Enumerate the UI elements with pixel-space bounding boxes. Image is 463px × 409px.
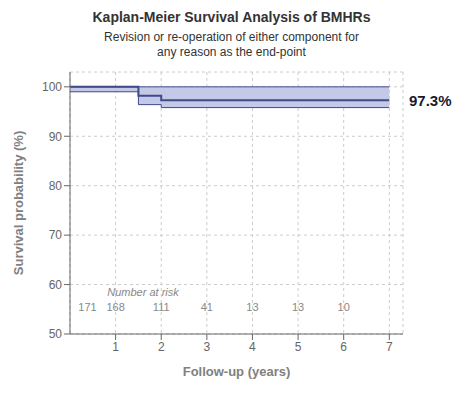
svg-text:Survival probability (%): Survival probability (%) — [11, 131, 26, 275]
svg-text:41: 41 — [201, 301, 213, 313]
svg-text:168: 168 — [106, 301, 124, 313]
svg-text:100: 100 — [42, 80, 62, 94]
svg-text:Follow-up (years): Follow-up (years) — [183, 364, 291, 379]
html-text:Kaplan-Meier Survival Analysis: Kaplan-Meier Survival Analysis of BMHRs — [92, 9, 371, 25]
svg-text:111: 111 — [153, 301, 170, 313]
svg-text:1: 1 — [112, 340, 119, 354]
svg-text:6: 6 — [340, 340, 347, 354]
svg-text:7: 7 — [386, 340, 393, 354]
svg-text:90: 90 — [49, 130, 63, 144]
svg-text:80: 80 — [49, 179, 63, 193]
svg-text:13: 13 — [246, 301, 258, 313]
svg-text:60: 60 — [49, 278, 63, 292]
svg-text:5: 5 — [295, 340, 302, 354]
svg-text:10: 10 — [338, 301, 350, 313]
svg-text:3: 3 — [204, 340, 211, 354]
svg-text:Number at risk: Number at risk — [107, 286, 179, 298]
svg-text:13: 13 — [292, 301, 304, 313]
svg-text:2: 2 — [158, 340, 165, 354]
html-text:Revision or re-operation of ei: Revision or re-operation of either compo… — [104, 30, 359, 59]
svg-text:171: 171 — [78, 301, 96, 313]
svg-text:70: 70 — [49, 228, 63, 242]
svg-text:97.3%: 97.3% — [409, 92, 452, 109]
svg-text:4: 4 — [249, 340, 256, 354]
svg-text:50: 50 — [49, 327, 63, 341]
